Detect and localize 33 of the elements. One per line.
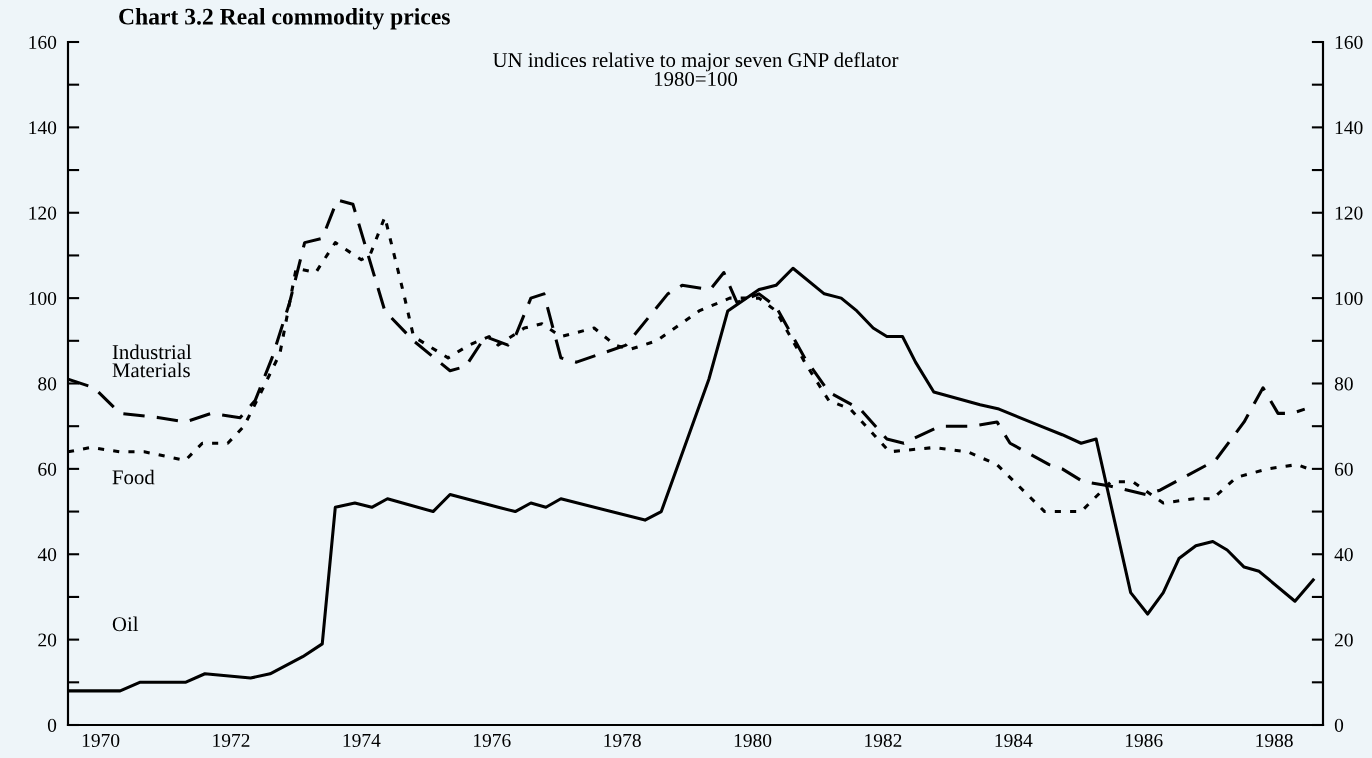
- x-tick-label: 1978: [604, 733, 641, 748]
- y-tick-label: 160: [29, 35, 57, 49]
- x-tick-label: 1974: [343, 733, 381, 748]
- x-tick-label: 1972: [213, 733, 250, 748]
- y2-tick-label: 140: [1335, 121, 1363, 135]
- y2-tick-label: 20: [1334, 633, 1353, 647]
- y-tick-label: 0: [47, 718, 57, 732]
- y-tick-label: 40: [37, 548, 57, 562]
- y-tick-label: 140: [29, 121, 57, 135]
- text: Oil: [112, 616, 139, 632]
- y-tick-label: 120: [29, 206, 57, 220]
- y2-tick-label: 160: [1335, 35, 1363, 49]
- x-tick-label: 1982: [865, 733, 902, 748]
- y2-tick-label: 40: [1334, 548, 1353, 562]
- x-tick-label: 1976: [474, 733, 511, 748]
- x-tick-label: 1984: [995, 733, 1033, 748]
- y2-tick-label: 120: [1335, 206, 1363, 220]
- y2-tick-label: 100: [1335, 291, 1363, 306]
- y2-tick-label: 0: [1334, 718, 1344, 732]
- x-tick-label: 1980: [734, 733, 772, 748]
- y-tick-label: 60: [38, 462, 57, 476]
- y2-tick-label: 60: [1334, 462, 1353, 476]
- series-label: Food: [112, 469, 155, 485]
- series-label: Industrial Materials: [112, 344, 192, 378]
- y-tick-label: 100: [29, 291, 57, 306]
- y-tick-label: 20: [38, 633, 57, 647]
- x-tick-label: 1986: [1125, 733, 1163, 748]
- x-tick-label: 1970: [82, 733, 120, 748]
- x-tick-label: 1988: [1256, 733, 1293, 748]
- chart-title: Chart 3.2 Real commodity prices: [119, 8, 450, 30]
- y2-tick-label: 80: [1334, 377, 1353, 391]
- y-tick-label: 80: [38, 377, 57, 391]
- text: UN indices relative to major seven GNP deflator 1980=100: [492, 52, 899, 87]
